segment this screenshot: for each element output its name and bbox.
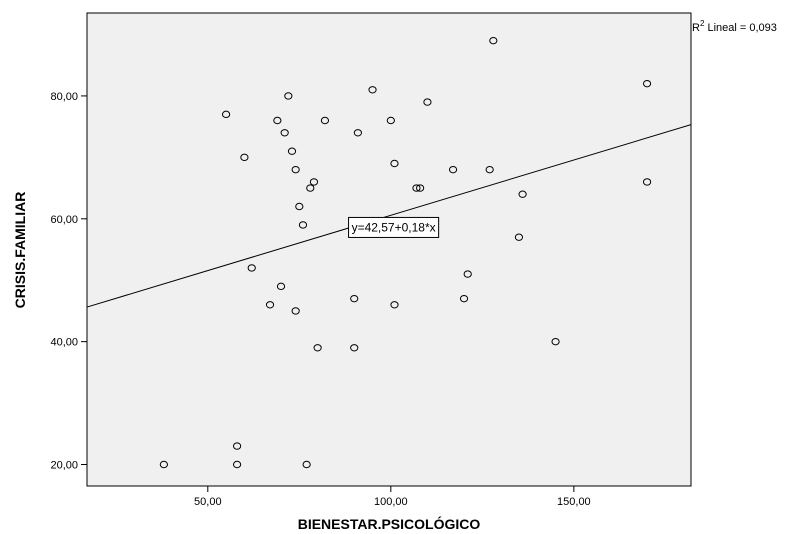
data-point — [291, 165, 300, 174]
data-point — [284, 92, 293, 100]
data-point — [298, 221, 308, 229]
data-point — [232, 442, 242, 450]
y-axis: 20,00 40,00 60,00 80,00 — [50, 91, 87, 472]
data-point — [159, 460, 168, 469]
data-point — [518, 190, 527, 198]
data-point — [416, 184, 425, 192]
data-point — [313, 344, 322, 352]
data-points — [159, 36, 652, 469]
data-point — [390, 301, 399, 309]
r2-label: R2 Lineal = 0,093 — [692, 19, 777, 34]
fit-line-group — [86, 124, 692, 308]
data-point — [287, 147, 297, 155]
data-point — [232, 460, 242, 469]
y-axis-title: CRISIS.FAMILIAR — [12, 192, 28, 309]
x-axis: 50,00 100,00 150,00 — [194, 486, 591, 508]
x-axis-title: BIENESTAR.PSICOLÓGICO — [298, 515, 481, 532]
data-point — [350, 344, 359, 352]
data-point — [306, 184, 315, 192]
data-point — [276, 282, 286, 291]
data-point — [386, 116, 395, 125]
data-point — [485, 165, 494, 174]
data-point — [291, 307, 300, 315]
data-point — [459, 294, 469, 303]
fit-equation: y=42,57+0,18*x — [348, 216, 440, 238]
data-point — [390, 159, 399, 168]
data-point — [280, 129, 289, 137]
data-point — [295, 202, 304, 211]
y-tick-label: 40,00 — [50, 337, 78, 349]
x-tick-label: 100,00 — [374, 496, 408, 508]
data-point — [551, 337, 560, 346]
fit-line — [86, 124, 692, 308]
fit-equation-box — [348, 216, 440, 238]
fit-equation-label: y=42,57+0,18*x — [352, 220, 436, 234]
x-tick-label: 50,00 — [194, 496, 222, 508]
data-point — [642, 178, 652, 186]
data-point — [247, 264, 256, 272]
data-point — [368, 86, 377, 94]
data-point — [489, 36, 498, 45]
data-point — [309, 178, 319, 186]
y-tick-label: 60,00 — [50, 214, 78, 226]
data-point — [302, 460, 311, 469]
data-point — [320, 116, 330, 125]
data-point — [412, 184, 421, 192]
data-point — [463, 270, 472, 278]
data-point — [265, 301, 275, 309]
data-point — [448, 165, 458, 174]
data-point — [353, 129, 362, 137]
data-point — [222, 110, 231, 119]
y-tick-label: 80,00 — [50, 91, 78, 103]
y-tick-label: 20,00 — [50, 460, 78, 472]
data-point — [273, 116, 282, 125]
data-point — [514, 233, 524, 241]
data-point — [423, 98, 432, 106]
data-point — [642, 79, 652, 88]
plot-area — [86, 12, 692, 487]
data-point — [240, 153, 249, 162]
data-point — [350, 294, 359, 303]
x-tick-label: 150,00 — [557, 496, 591, 508]
